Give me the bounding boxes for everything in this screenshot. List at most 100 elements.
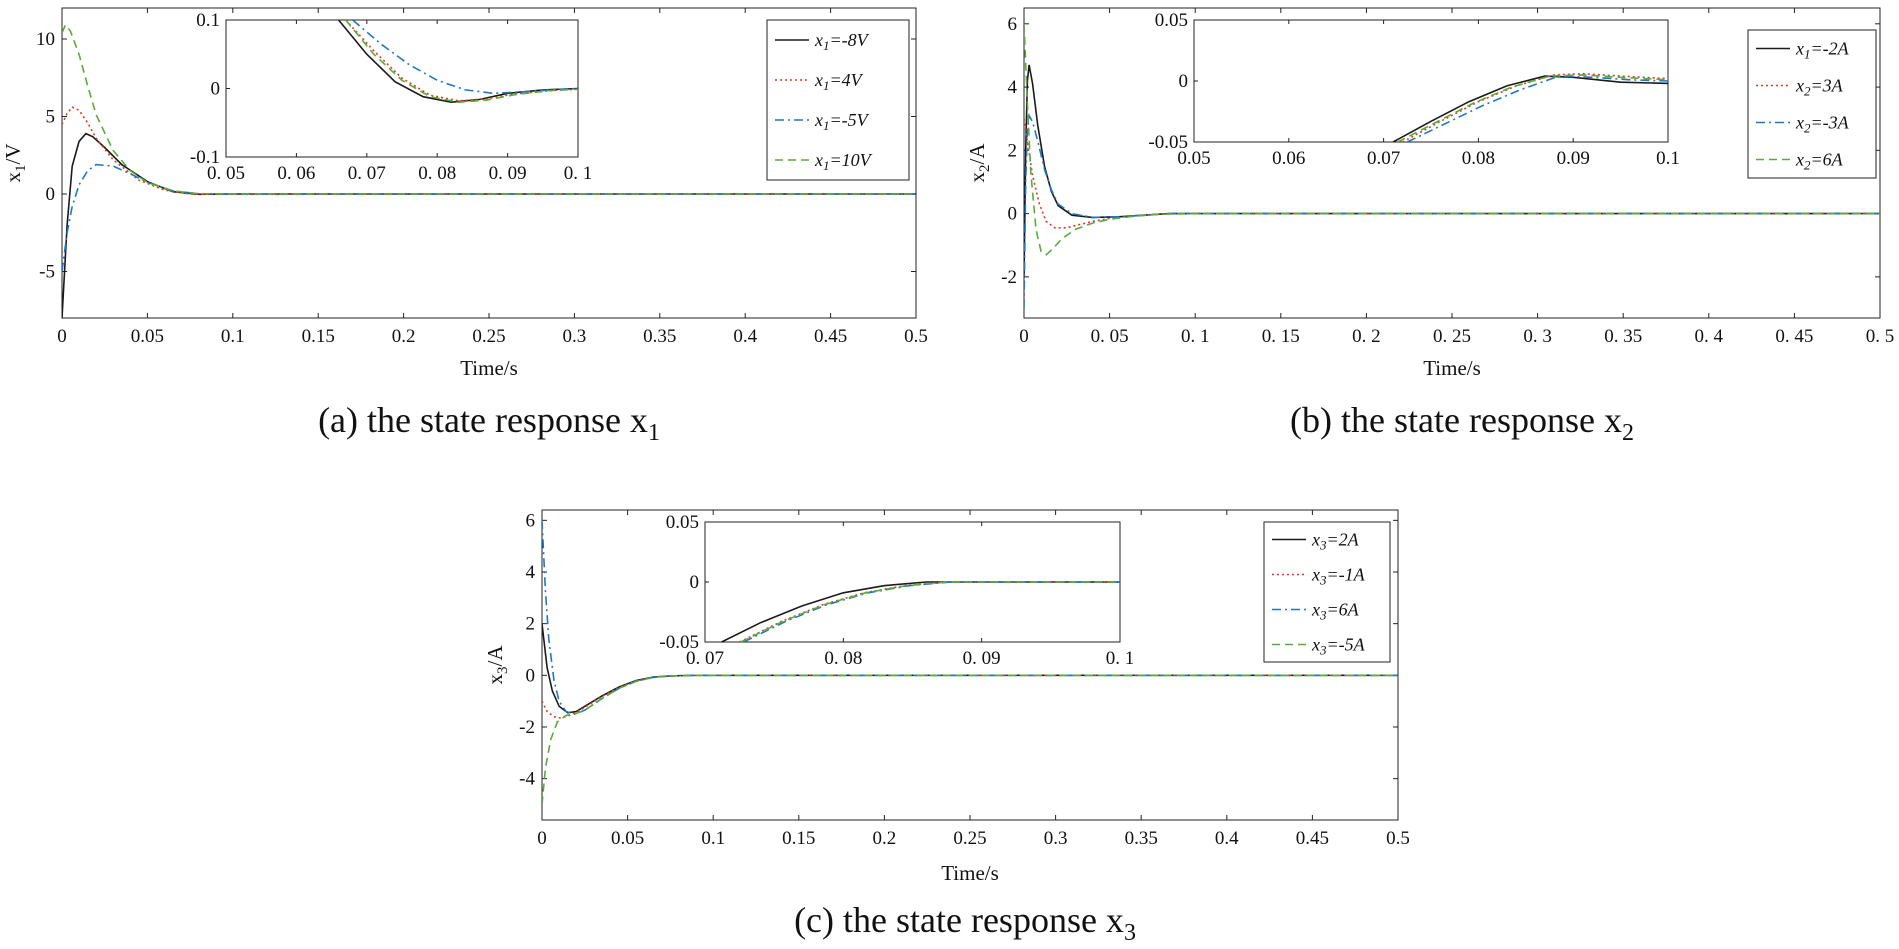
legend-label-2: x1=4V [814,70,864,93]
inset-series-line-4 [345,20,578,104]
y-tick-label: 5 [46,107,56,128]
inset-y-tick-label: 0.05 [1155,10,1188,31]
legend-label-base: x [1795,76,1804,96]
y-tick-label: -5 [39,262,55,283]
legend-label-sub: 3 [1319,538,1327,553]
x-tick-label: 0.3 [1044,828,1068,849]
caption: (c) the state response x3 [794,900,1136,946]
x-axis-label: Time/s [460,356,518,380]
inset-frame [1193,19,1669,143]
y-axis-label-base: x [965,172,989,183]
caption: (a) the state response x1 [318,400,660,446]
series-line-3 [542,520,1398,715]
x-tick-label: 0.2 [873,828,897,849]
legend-label-1: x1=-8V [814,30,870,53]
legend-label-sub: 2 [1804,121,1811,136]
y-tick-label: 6 [1008,14,1018,35]
caption-subscript: 2 [1622,420,1634,446]
inset-x-tick-label: 0. 05 [207,163,245,184]
inset-x-tick-label: 0.06 [1272,148,1305,169]
x-tick-label: 0.15 [782,828,815,849]
x-tick-label: 0.35 [643,326,676,347]
legend-box [1747,29,1877,179]
inset-x-tick-label: 0. 09 [489,163,527,184]
legend-label-rest: =4V [830,70,864,90]
y-axis-label-unit: /A [965,143,989,165]
y-tick-label: 0 [1008,204,1018,225]
x-axis-label: Time/s [1423,356,1481,380]
inset-series-group [1392,72,1668,142]
x-tick-label: 0.25 [472,326,505,347]
x-tick-label: 0.3 [563,326,587,347]
legend-label-1: x3=2A [1311,530,1360,553]
inset-series-line-4 [1397,74,1668,142]
legend-label-rest: =-8V [830,30,870,50]
legend-label-sub: 2 [1804,158,1811,173]
series-line-3 [62,163,916,272]
x-tick-label: 0.05 [611,828,644,849]
x-tick-label: 0.05 [131,326,164,347]
legend-label-rest: =-5V [830,110,870,130]
y-tick-label: 10 [36,29,55,50]
legend-label-3: x3=6A [1311,600,1360,623]
inset-x-tick-label: 0.07 [1367,148,1400,169]
x-tick-label: 0. 45 [1775,326,1813,347]
legend-label-base: x [814,70,823,90]
legend-label-2: x3=-1A [1311,565,1366,588]
inset-series-line-3 [352,20,578,95]
legend-label-sub: 3 [1319,573,1327,588]
legend-label-base: x [814,110,823,130]
caption: (b) the state response x2 [1290,400,1634,446]
caption-text: (a) the state response x [318,400,648,440]
y-tick-label: 4 [1008,77,1018,98]
y-axis-label: x3/A [483,645,511,685]
series-line-4 [542,674,1398,805]
legend-label-rest: =3A [1811,76,1844,96]
x-tick-label: 0. 05 [1091,326,1129,347]
legend-label-rest: =-5A [1327,635,1366,655]
x-tick-label: 0. 15 [1262,326,1300,347]
legend-label-base: x [814,150,823,170]
x-tick-label: 0.2 [392,326,416,347]
inset-y-tick-label: 0.1 [196,10,220,31]
inset-frame [225,19,579,158]
inset-x-tick-label: 0. 07 [348,163,386,184]
legend-label-sub: 1 [823,118,830,133]
series-group [62,23,916,318]
y-axis-label-sub: 2 [977,165,993,173]
legend-label-base: x [1311,530,1320,550]
inset-x-tick-label: 0. 08 [418,163,456,184]
x-tick-label: 0.5 [904,326,928,347]
legend-label-rest: =-3A [1811,113,1850,133]
x-tick-label: 0. 2 [1352,326,1381,347]
x-tick-label: 0.4 [1215,828,1239,849]
legend-label-3: x1=-5V [814,110,870,133]
y-tick-label: -4 [519,769,535,790]
inset-x-tick-label: 0.05 [1177,148,1210,169]
inset-x-tick-label: 0. 09 [963,648,1001,669]
panel-b: 0 0. 05 0. 1 0. 15 0. 2 0. 25 0. 3 0. 35 0. 4 0. … [965,7,1894,446]
series-line-4 [62,23,916,195]
inset-x-tick-label: 0. 1 [564,163,593,184]
inset-x-tick-label: 0. 1 [1106,648,1135,669]
series-line-2 [542,674,1398,719]
inset-series-line-2 [1402,72,1668,142]
y-tick-label: 0 [526,665,536,686]
legend-label-base: x [1311,635,1320,655]
inset-y-tick-label: -0.05 [659,632,699,653]
x-tick-label: 0.35 [1125,828,1158,849]
y-tick-label: 4 [526,562,536,583]
y-tick-label: 6 [526,510,536,531]
inset-x-tick-label: 0. 08 [824,648,862,669]
inset-series-line-3 [1406,75,1668,142]
x-tick-label: 0. 25 [1433,326,1471,347]
series-group [1024,23,1880,309]
inset-x-tick-label: 0.09 [1557,148,1590,169]
legend-label-3: x2=-3A [1795,113,1850,136]
x-tick-label: 0 [537,828,547,849]
x-tick-label: 0. 3 [1523,326,1552,347]
y-axis-label: x1/V [1,144,29,183]
inset-series-line-4 [740,581,1120,642]
